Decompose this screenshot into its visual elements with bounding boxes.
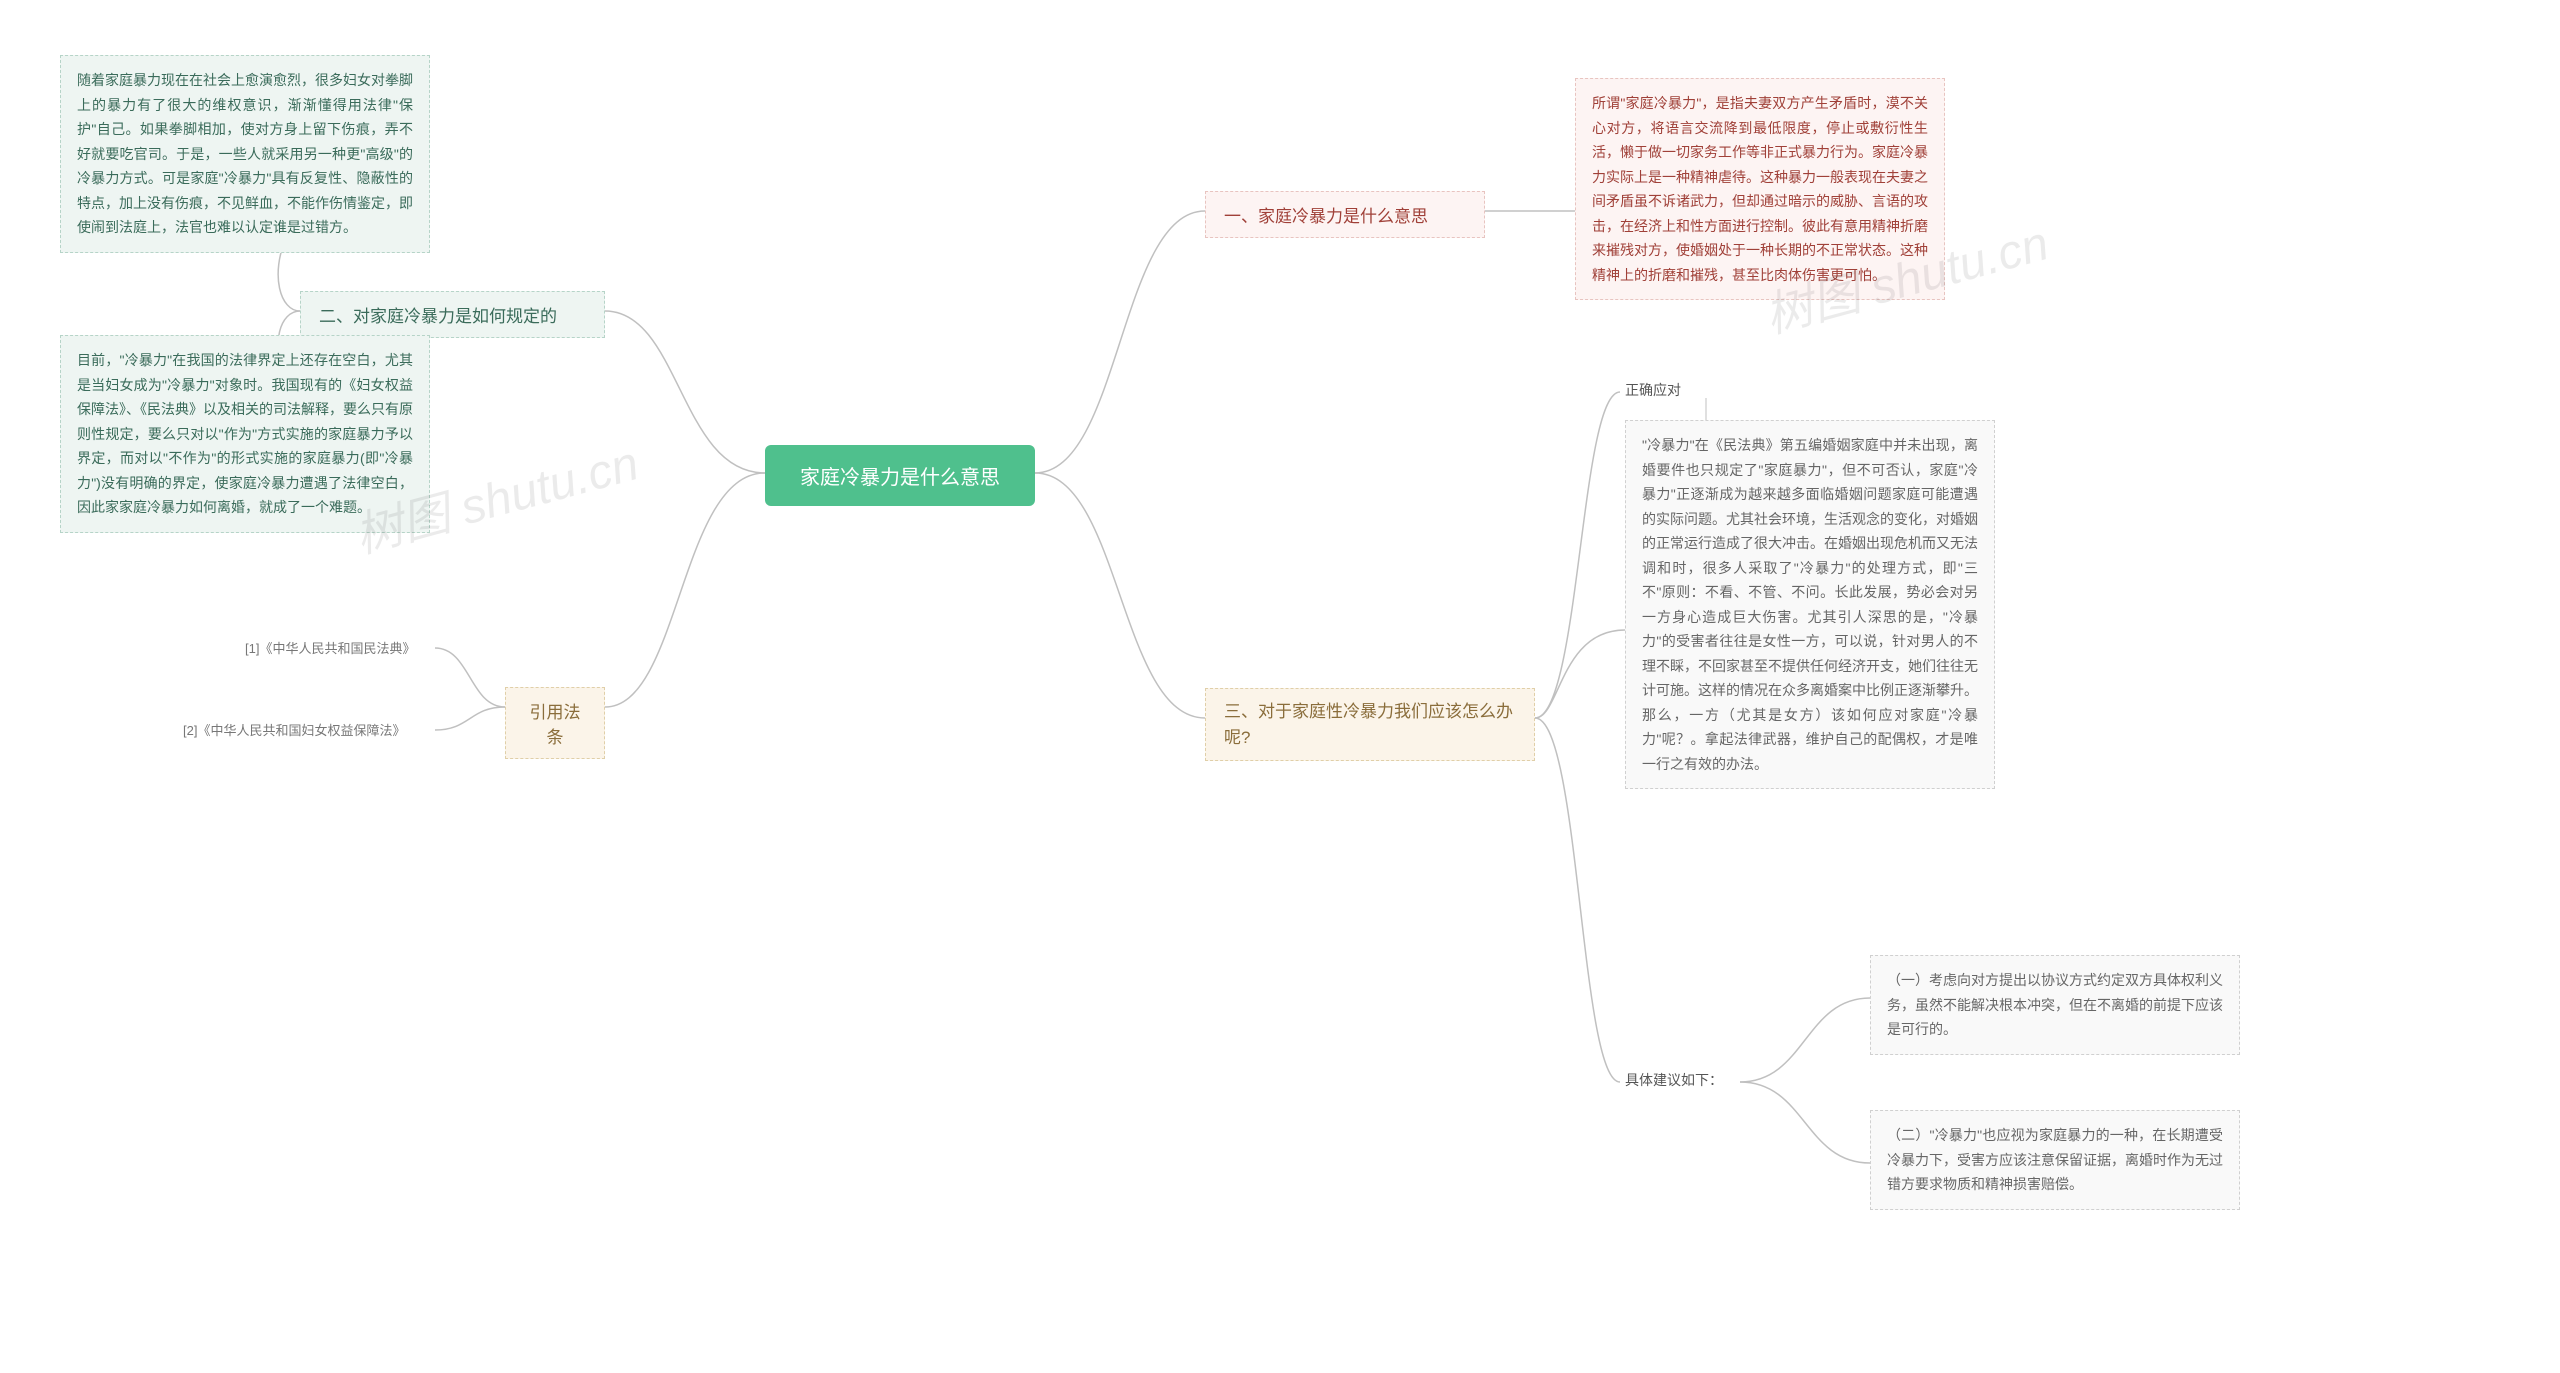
center-node[interactable]: 家庭冷暴力是什么意思 [765, 445, 1035, 506]
refs-item2: [2]《中华人民共和国妇女权益保障法》 [183, 720, 405, 739]
branch-2-content1: 随着家庭暴力现在在社会上愈演愈烈，很多妇女对拳脚上的暴力有了很大的维权意识，渐渐… [60, 55, 430, 253]
branch-3[interactable]: 三、对于家庭性冷暴力我们应该怎么办呢? [1205, 688, 1535, 761]
branch-3-sub1-content: "冷暴力"在《民法典》第五编婚姻家庭中并未出现，离婚要件也只规定了"家庭暴力"，… [1625, 420, 1995, 789]
branch-2[interactable]: 二、对家庭冷暴力是如何规定的 [300, 291, 605, 338]
branch-3-sub2-title: 具体建议如下： [1625, 1070, 1723, 1090]
branch-3-sub2-item1: （一）考虑向对方提出以协议方式约定双方具体权利义务，虽然不能解决根本冲突，但在不… [1870, 955, 2240, 1055]
branch-3-sub1-title: 正确应对 [1625, 380, 1681, 400]
branch-3-sub2-item2: （二）"冷暴力"也应视为家庭暴力的一种，在长期遭受冷暴力下，受害方应该注意保留证… [1870, 1110, 2240, 1210]
branch-1[interactable]: 一、家庭冷暴力是什么意思 [1205, 191, 1485, 238]
branch-1-content: 所谓"家庭冷暴力"，是指夫妻双方产生矛盾时，漠不关心对方，将语言交流降到最低限度… [1575, 78, 1945, 300]
branch-2-content2: 目前，"冷暴力"在我国的法律界定上还存在空白，尤其是当妇女成为"冷暴力"对象时。… [60, 335, 430, 533]
refs-item1: [1]《中华人民共和国民法典》 [245, 638, 415, 657]
refs-node[interactable]: 引用法条 [505, 687, 605, 759]
